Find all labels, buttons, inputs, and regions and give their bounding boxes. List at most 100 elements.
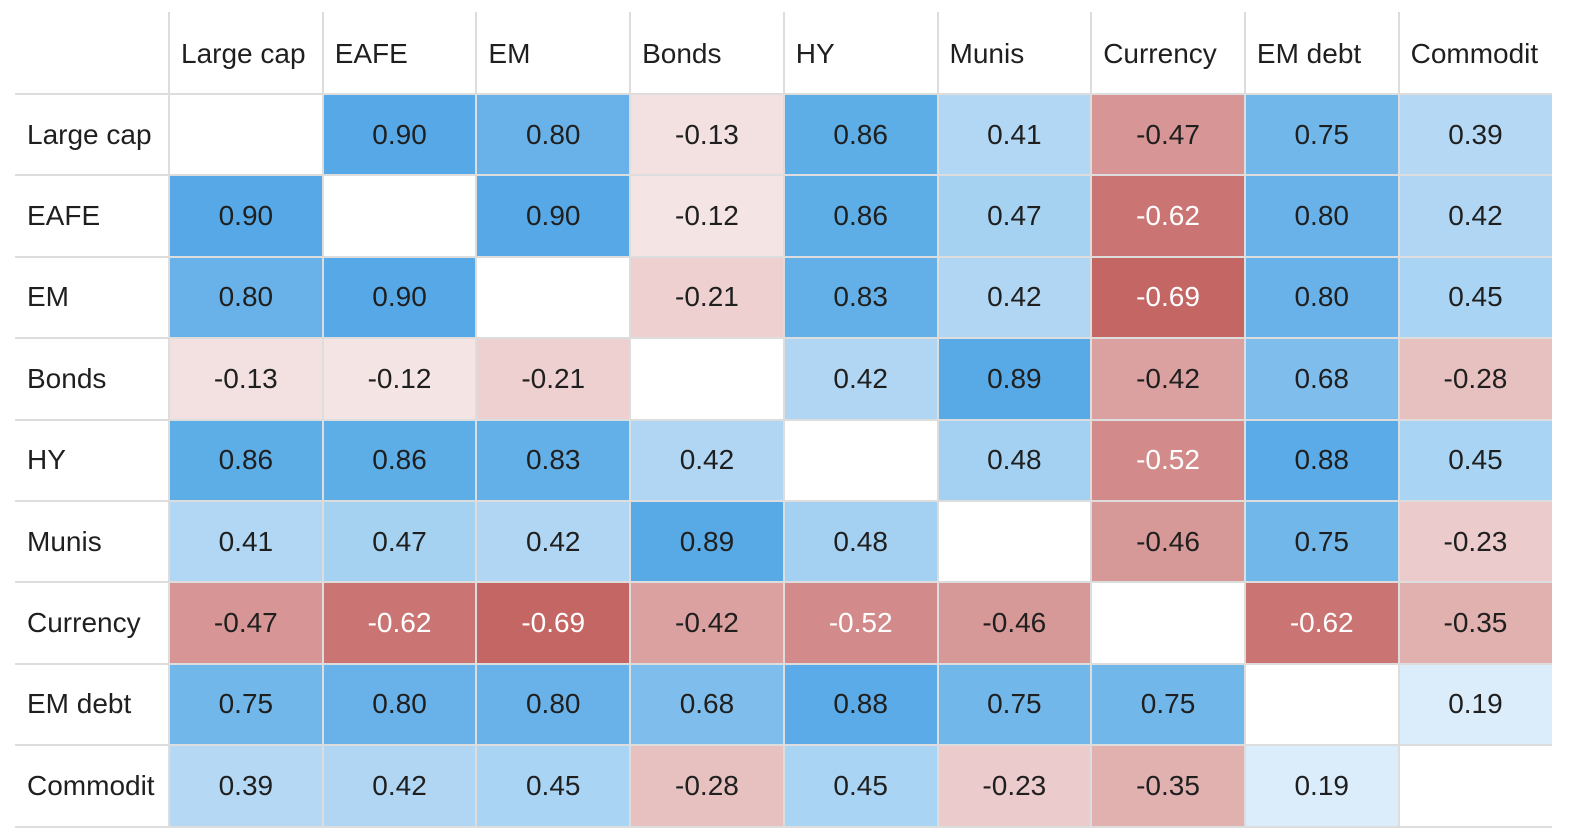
heatmap-cell: 0.89 <box>630 501 784 583</box>
heatmap-cell: -0.28 <box>1398 338 1553 420</box>
heatmap-cell: 0.42 <box>783 338 938 420</box>
heatmap-cell: -0.69 <box>1091 256 1245 339</box>
heatmap-cell: 0.86 <box>322 419 477 501</box>
row-label: Commodit <box>27 769 155 801</box>
heatmap-cell: -0.52 <box>783 582 938 664</box>
heatmap-cell: 0.42 <box>630 419 784 501</box>
heatmap-cell: -0.13 <box>630 94 784 176</box>
column-header: Currency <box>1103 38 1217 69</box>
row-label: Currency <box>27 607 141 639</box>
heatmap-cell: -0.21 <box>630 256 784 339</box>
column-header: Large cap <box>181 38 306 69</box>
grid-line-vertical <box>168 12 170 827</box>
heatmap-cell: 0.90 <box>322 94 477 176</box>
heatmap-cell: 0.41 <box>169 501 323 583</box>
heatmap-cell: -0.47 <box>169 582 323 664</box>
row-label: Large cap <box>27 118 152 150</box>
grid-line-vertical <box>782 12 785 827</box>
heatmap-cell: 0.45 <box>1398 419 1553 501</box>
heatmap-cell: 0.45 <box>783 745 938 827</box>
heatmap-cell: 0.45 <box>1398 256 1553 339</box>
heatmap-cell: -0.62 <box>322 582 477 664</box>
heatmap-cell: -0.23 <box>1398 501 1553 583</box>
column-header: EAFE <box>334 38 408 69</box>
heatmap-cell <box>322 175 477 257</box>
heatmap-cell: 0.42 <box>476 501 631 583</box>
heatmap-cell: 0.88 <box>1244 419 1399 501</box>
heatmap-cell: 0.80 <box>169 256 323 339</box>
column-header: Bonds <box>642 38 722 69</box>
heatmap-cell: 0.42 <box>1398 175 1553 257</box>
heatmap-cell: 0.39 <box>169 745 323 827</box>
heatmap-cell: -0.13 <box>169 338 323 420</box>
heatmap-cell: -0.52 <box>1091 419 1245 501</box>
heatmap-cell: -0.46 <box>1091 501 1245 583</box>
heatmap-cell: -0.46 <box>937 582 1092 664</box>
column-header: Commodit <box>1410 38 1539 69</box>
heatmap-cell <box>783 419 938 501</box>
heatmap-cell: 0.47 <box>322 501 477 583</box>
heatmap-cell: 0.80 <box>476 663 631 746</box>
correlation-matrix: Large cap EAFE EM Bonds HY Munis Currency EM de… <box>15 12 1553 828</box>
heatmap-cell: 0.90 <box>322 256 477 339</box>
heatmap-cell: 0.45 <box>476 745 631 827</box>
column-header: Munis <box>949 38 1025 69</box>
heatmap-cell: 0.80 <box>476 94 631 176</box>
heatmap-cell: 0.90 <box>169 175 323 257</box>
heatmap-cell: 0.42 <box>322 745 477 827</box>
heatmap-cell: -0.23 <box>937 745 1092 827</box>
heatmap-cell: 0.75 <box>937 663 1092 746</box>
heatmap-cell: 0.88 <box>783 663 938 746</box>
heatmap-cell <box>476 256 631 339</box>
heatmap-cell: 0.86 <box>783 94 938 176</box>
heatmap-cell: -0.42 <box>1091 338 1245 420</box>
heatmap-cell: 0.80 <box>1244 175 1399 257</box>
heatmap-cell: -0.28 <box>630 745 784 827</box>
heatmap-cell: 0.86 <box>169 419 323 501</box>
heatmap-cell: 0.48 <box>937 419 1092 501</box>
row-label: Bonds <box>27 362 107 394</box>
heatmap-cell: 0.19 <box>1398 663 1553 746</box>
grid-line-vertical <box>1243 12 1246 827</box>
heatmap-cell: 0.75 <box>1244 501 1399 583</box>
heatmap-cell: 0.86 <box>783 175 938 257</box>
heatmap-cell: -0.62 <box>1244 582 1399 664</box>
row-label: EM debt <box>27 688 132 720</box>
heatmap-cell: -0.12 <box>630 175 784 257</box>
heatmap-cell: 0.80 <box>322 663 477 746</box>
heatmap-cell: -0.47 <box>1091 94 1245 176</box>
heatmap-cell: 0.75 <box>169 663 323 746</box>
heatmap-cell: 0.39 <box>1398 94 1553 176</box>
heatmap-cell <box>630 338 784 420</box>
row-label: EAFE <box>27 200 101 232</box>
heatmap-cell: -0.12 <box>322 338 477 420</box>
row-label: HY <box>27 444 66 476</box>
heatmap-cell: 0.90 <box>476 175 631 257</box>
heatmap-cell <box>1398 745 1553 827</box>
heatmap-cell: 0.75 <box>1244 94 1399 176</box>
heatmap-cell: 0.75 <box>1091 663 1245 746</box>
heatmap-cell: 0.19 <box>1244 745 1399 827</box>
column-header: HY <box>795 38 835 69</box>
heatmap-cell: 0.89 <box>937 338 1092 420</box>
heatmap-cell: 0.68 <box>630 663 784 746</box>
column-header: EM debt <box>1256 38 1362 69</box>
grid-line-vertical <box>1090 12 1093 827</box>
column-header: EM <box>488 38 531 69</box>
heatmap-cell: 0.42 <box>937 256 1092 339</box>
heatmap-cell: -0.21 <box>476 338 631 420</box>
heatmap-cell: 0.68 <box>1244 338 1399 420</box>
heatmap-cell: 0.41 <box>937 94 1092 176</box>
heatmap-cell <box>169 94 323 176</box>
row-label: Munis <box>27 525 102 557</box>
grid-line-vertical <box>1397 12 1400 827</box>
grid-line-horizontal <box>15 825 1553 828</box>
heatmap-cell: 0.48 <box>783 501 938 583</box>
grid-line-vertical <box>475 12 478 827</box>
grid-line-vertical <box>629 12 632 827</box>
heatmap-cell: 0.83 <box>476 419 631 501</box>
heatmap-cell: -0.69 <box>476 582 631 664</box>
heatmap-cell: 0.47 <box>937 175 1092 257</box>
heatmap-cell: 0.80 <box>1244 256 1399 339</box>
grid-line-vertical <box>936 12 939 827</box>
